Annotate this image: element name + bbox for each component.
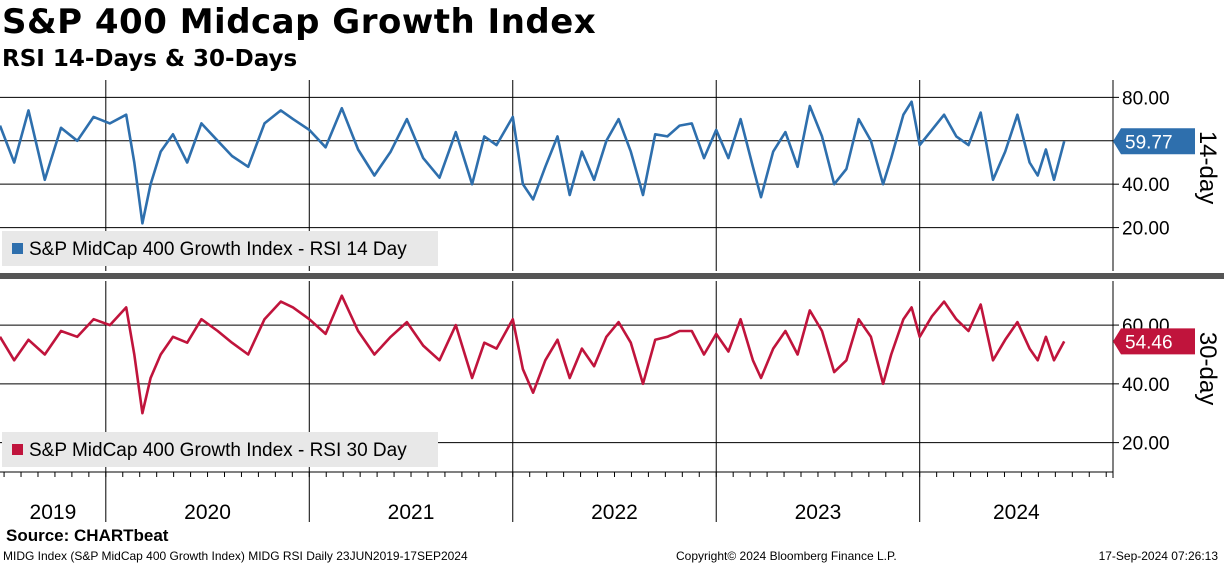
chart-title: S&P 400 Midcap Growth Index [2, 2, 597, 42]
rsi14-legend-box [2, 231, 438, 266]
rsi14-last-value-tag [1113, 128, 1195, 155]
rsi14-legend-label: S&P MidCap 400 Growth Index - RSI 14 Day [29, 239, 407, 260]
footer-copyright: Copyright© 2024 Bloomberg Finance L.P. [676, 549, 897, 563]
footer-ticker-info: MIDG Index (S&P MidCap 400 Growth Index)… [3, 549, 468, 563]
year-label: 2022 [591, 501, 638, 524]
rsi30-tick-label: 20.00 [1122, 434, 1170, 455]
year-label: 2023 [795, 501, 842, 524]
rsi14-ylabel: 14-day [1194, 131, 1221, 204]
rsi30-tick-label: 40.00 [1122, 375, 1170, 396]
panel-divider [0, 273, 1224, 279]
rsi30-series-line [0, 294, 1066, 415]
year-label: 2021 [388, 501, 435, 524]
year-label: 2024 [993, 501, 1040, 524]
rsi30-last-value-label: 54.46 [1125, 332, 1173, 353]
year-label: 2019 [30, 501, 77, 524]
rsi14-tick-label: 20.00 [1122, 219, 1170, 240]
rsi30-legend-box [2, 432, 438, 467]
x-axis: 2019 2020 2021 2022 2023 2024 [0, 273, 1224, 524]
rsi14-legend-swatch [12, 243, 23, 254]
rsi30-legend-swatch [12, 444, 23, 455]
rsi14-last-value-label: 59.77 [1125, 132, 1173, 153]
rsi30-last-value-tag [1113, 328, 1195, 355]
rsi14-tick-label: 80.00 [1122, 88, 1170, 109]
rsi14-tick-label: 40.00 [1122, 175, 1170, 196]
footer-timestamp: 17-Sep-2024 07:26:13 [1098, 549, 1218, 563]
rsi30-legend-label: S&P MidCap 400 Growth Index - RSI 30 Day [29, 440, 407, 461]
chart-subtitle: RSI 14-Days & 30-Days [2, 46, 298, 72]
rsi14-series-line [0, 100, 1066, 225]
year-label: 2020 [184, 501, 231, 524]
rsi30-ylabel: 30-day [1194, 332, 1221, 405]
source-label: Source: CHARTbeat [6, 526, 169, 545]
